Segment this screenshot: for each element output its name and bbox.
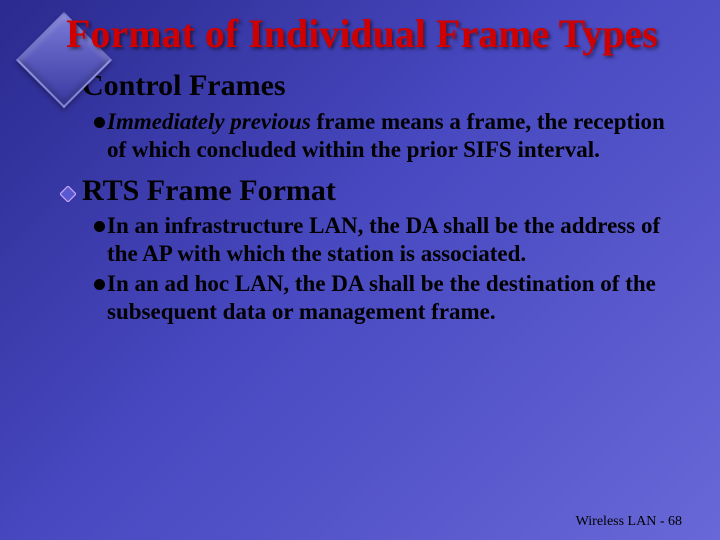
section-item-list: Immediately previous frame means a frame… [94,108,680,164]
dot-bullet-icon [94,117,105,128]
section-control-frames: Control Frames Immediately previous fram… [60,69,680,164]
section-rts-frame-format: RTS Frame Format In an infrastructure LA… [60,174,680,327]
list-item-text: Immediately previous frame means a frame… [107,108,680,164]
slide-title: Format of Individual Frame Types [66,12,680,55]
diamond-bullet-icon [60,186,76,202]
list-item: Immediately previous frame means a frame… [94,108,680,164]
slide: Format of Individual Frame Types Control… [0,0,720,540]
section-heading: Control Frames [60,69,680,104]
section-item-list: In an infrastructure LAN, the DA shall b… [94,212,680,326]
list-item: In an infrastructure LAN, the DA shall b… [94,212,680,268]
section-heading: RTS Frame Format [60,174,680,209]
italic-lead: Immediately previous [107,109,311,134]
section-heading-text: RTS Frame Format [82,174,336,209]
list-item: In an ad hoc LAN, the DA shall be the de… [94,270,680,326]
dot-bullet-icon [94,279,105,290]
list-item-text: In an ad hoc LAN, the DA shall be the de… [107,270,680,326]
section-heading-text: Control Frames [82,69,286,104]
slide-footer: Wireless LAN - 68 [576,514,682,530]
list-item-text: In an infrastructure LAN, the DA shall b… [107,212,680,268]
dot-bullet-icon [94,221,105,232]
